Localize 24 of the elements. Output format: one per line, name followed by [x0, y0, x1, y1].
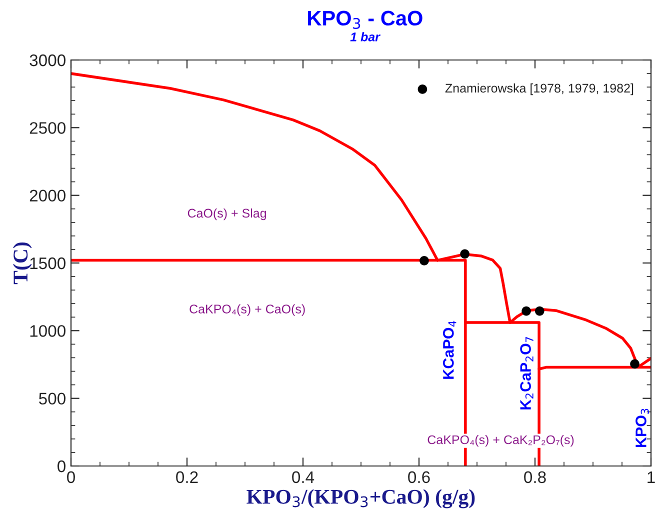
annotation: CaKPO₄(s) + CaO(s): [190, 304, 305, 316]
legend-label: Znamierowska [1978, 1979, 1982]: [445, 83, 634, 96]
x-tick-label: 1: [648, 471, 655, 483]
annotation: CaO(s) + Slag: [188, 208, 266, 220]
y-tick-label: 500: [39, 392, 66, 405]
annotation: KPO$_{3}$: [636, 408, 649, 448]
chart-subtitle: 1 bar: [350, 32, 381, 42]
x-tick-label: 0.6: [408, 471, 430, 484]
annotation: KCaPO$_{4}$: [442, 320, 456, 379]
y-tick-label: 1500: [30, 257, 66, 270]
x-tick-label: 0: [67, 471, 75, 484]
y-tick-label: 0: [58, 460, 66, 472]
x-axis-title: KPO$_{3}$/(KPO$_{3}$+CaO) (g/g): [246, 489, 475, 508]
y-tick-label: 2500: [30, 122, 66, 134]
y-axis-title: T(C): [12, 242, 32, 284]
x-tick-label: 0.2: [176, 471, 198, 484]
y-tick-label: 3000: [30, 54, 66, 66]
annotation: K$_{2}$CaP$_{2}$O$_{7}$: [520, 337, 534, 410]
y-tick-label: 1000: [30, 325, 66, 337]
y-tick-label: 2000: [30, 190, 66, 202]
x-tick-label: 0.4: [292, 471, 314, 484]
annotation: CaKPO₄(s) + CaK₂P₂O₇(s): [428, 435, 574, 447]
x-tick-label: 0.8: [524, 471, 546, 484]
chart-title: KPO$_{3}$ - CaO: [308, 10, 422, 29]
